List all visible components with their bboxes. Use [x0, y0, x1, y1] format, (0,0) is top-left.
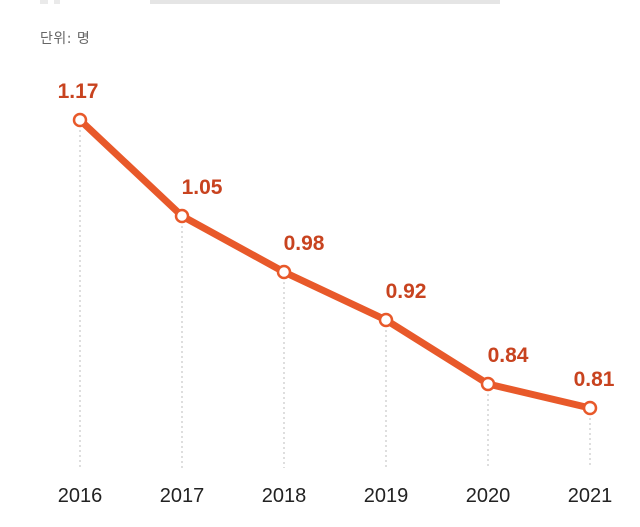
data-label-2019: 0.92: [386, 280, 427, 303]
vertical-guide-lines: [79, 120, 591, 468]
data-point-2019: [378, 312, 394, 328]
data-point-2020: [480, 376, 496, 392]
x-tick-label-2017: 2017: [160, 485, 205, 507]
data-labels: 1.17 1.05 0.98 0.92 0.84 0.81: [58, 80, 615, 391]
unit-label: 단위: 명: [40, 31, 91, 47]
data-point-2017: [174, 208, 190, 224]
x-tick-label-2020: 2020: [466, 485, 511, 507]
series-line: [76, 116, 594, 412]
data-point-2018: [276, 264, 292, 280]
cropped-header-strip: [40, 0, 500, 4]
data-label-2018: 0.98: [284, 232, 325, 255]
series-line-group: [76, 116, 594, 412]
data-point-2016: [72, 112, 88, 128]
x-tick-label-2016: 2016: [58, 485, 103, 507]
data-label-2016: 1.17: [58, 80, 99, 103]
x-tick-label-2021: 2021: [568, 485, 613, 507]
data-label-2017: 1.05: [182, 176, 223, 199]
data-points: [72, 112, 598, 416]
x-tick-label-2019: 2019: [364, 485, 409, 507]
data-label-2021: 0.81: [574, 368, 615, 391]
x-tick-label-2018: 2018: [262, 485, 307, 507]
x-axis-tick-labels: 2016 2017 2018 2019 2020 2021: [58, 485, 613, 507]
data-label-2020: 0.84: [488, 344, 529, 367]
data-point-2021: [582, 400, 598, 416]
